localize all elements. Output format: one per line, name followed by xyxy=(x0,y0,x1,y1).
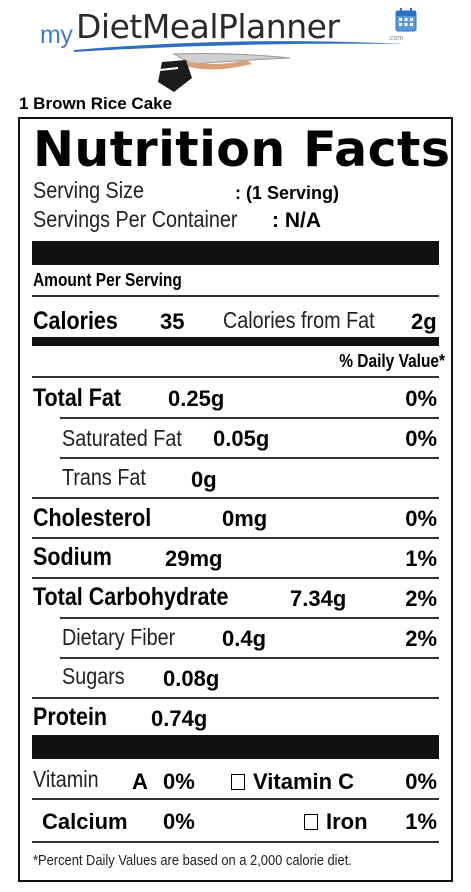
vitamin-c-dv: 0% xyxy=(405,769,437,794)
divider xyxy=(32,497,439,499)
food-title: 1 Brown Rice Cake xyxy=(19,94,173,113)
serving-size-value: : (1 Serving) xyxy=(235,183,340,203)
saturated-fat-dv: 0% xyxy=(405,426,437,451)
dietary-fiber-amount: 0.4g xyxy=(222,626,267,651)
calcium-dv: 0% xyxy=(163,809,195,834)
divider xyxy=(60,657,439,659)
serving-tray-icon xyxy=(158,53,291,92)
iron-dv: 1% xyxy=(405,809,437,834)
vitamin-c-item: Vitamin C xyxy=(231,769,354,795)
amount-per-serving: Amount Per Serving xyxy=(33,270,182,290)
protein-amount: 0.74g xyxy=(151,706,208,731)
dietary-fiber-dv: 2% xyxy=(405,626,437,651)
divider xyxy=(32,537,439,539)
footnote: *Percent Daily Values are based on a 2,0… xyxy=(33,852,352,869)
calendar-icon xyxy=(395,8,417,32)
total-carbohydrate-dv: 2% xyxy=(405,586,437,611)
vitamin-c-label: Vitamin C xyxy=(253,769,355,794)
total-carbohydrate-label: Total Carbohydrate xyxy=(33,583,229,611)
logo-wordmark: DietMealPlanner xyxy=(76,7,340,46)
cholesterol-label: Cholesterol xyxy=(33,504,152,532)
divider xyxy=(32,841,439,843)
divider xyxy=(32,577,439,579)
cholesterol-dv: 0% xyxy=(405,506,437,531)
total-fat-label: Total Fat xyxy=(33,384,121,412)
cholesterol-amount: 0mg xyxy=(222,506,268,531)
trans-fat-label: Trans Fat xyxy=(62,464,146,490)
vitamin-a-dv: 0% xyxy=(163,769,195,794)
divider xyxy=(32,295,439,297)
dietary-fiber-label: Dietary Fiber xyxy=(62,624,176,650)
divider xyxy=(32,697,439,699)
vitamin-a-letter: A xyxy=(132,769,148,794)
total-fat-dv: 0% xyxy=(405,386,437,411)
calories-value: 35 xyxy=(160,309,185,334)
sodium-label: Sodium xyxy=(33,543,112,571)
bullet-box-icon xyxy=(304,814,318,830)
saturated-fat-label: Saturated Fat xyxy=(62,425,182,451)
site-logo[interactable]: my DietMealPlanner .com xyxy=(34,4,434,94)
daily-value-header: % Daily Value* xyxy=(339,351,445,371)
serving-size-label: Serving Size xyxy=(33,177,145,203)
divider xyxy=(60,417,439,419)
calcium-label: Calcium xyxy=(42,809,128,834)
iron-label: Iron xyxy=(326,809,368,834)
trans-fat-amount: 0g xyxy=(191,467,217,492)
nutrition-facts-label: Nutrition Facts Serving Size : (1 Servin… xyxy=(18,117,453,882)
swoosh-icon xyxy=(74,41,404,52)
sugars-label: Sugars xyxy=(62,663,125,689)
sodium-dv: 1% xyxy=(405,546,437,571)
divider xyxy=(32,376,439,378)
total-fat-amount: 0.25g xyxy=(168,386,225,411)
thick-divider xyxy=(32,735,439,759)
calories-from-fat-value: 2g xyxy=(411,309,437,334)
calories-from-fat-label: Calories from Fat xyxy=(223,307,375,333)
total-carbohydrate-amount: 7.34g xyxy=(290,586,347,611)
sugars-amount: 0.08g xyxy=(163,666,220,691)
logo-prefix: my xyxy=(40,21,73,49)
vitamin-label: Vitamin xyxy=(33,766,99,792)
sodium-amount: 29mg xyxy=(165,546,223,571)
servings-per-container-label: Servings Per Container xyxy=(33,206,238,232)
saturated-fat-amount: 0.05g xyxy=(213,426,270,451)
divider xyxy=(60,617,439,619)
servings-per-container-value: : N/A xyxy=(272,209,321,232)
medium-divider xyxy=(32,337,439,346)
divider xyxy=(32,798,439,800)
logo-suffix: .com xyxy=(388,35,404,42)
protein-label: Protein xyxy=(33,703,108,731)
calories-label: Calories xyxy=(33,307,118,335)
bullet-box-icon xyxy=(231,774,245,790)
thick-divider xyxy=(32,241,439,265)
divider xyxy=(60,457,439,459)
label-heading: Nutrition Facts xyxy=(33,121,451,178)
iron-item: Iron xyxy=(304,809,368,835)
